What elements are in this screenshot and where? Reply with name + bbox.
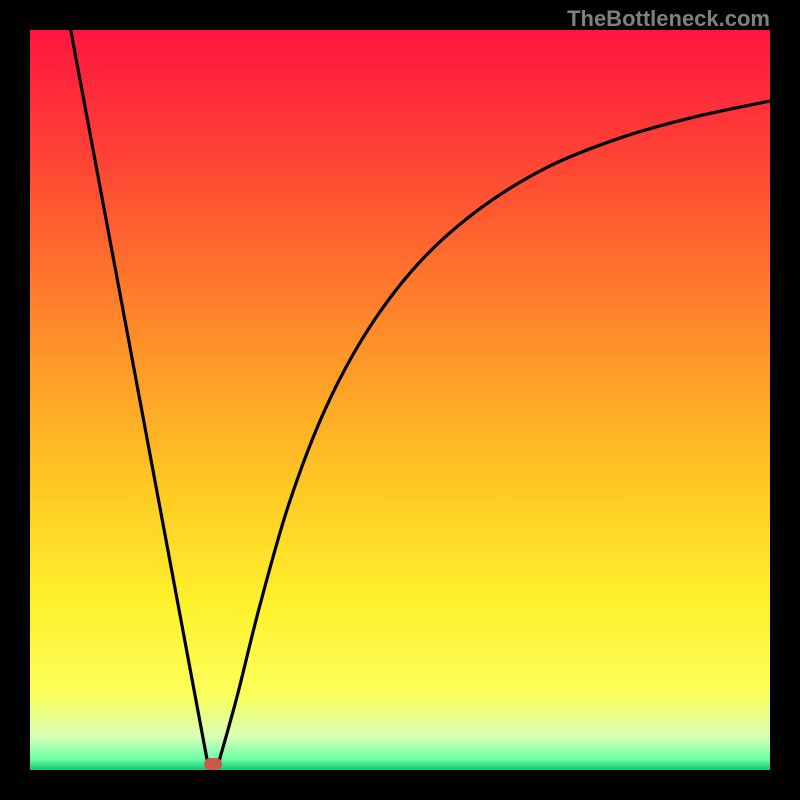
- watermark-text: TheBottleneck.com: [567, 6, 770, 32]
- chart-container: TheBottleneck.com: [0, 0, 800, 800]
- plot-area: [30, 30, 770, 770]
- optimum-marker: [204, 758, 222, 770]
